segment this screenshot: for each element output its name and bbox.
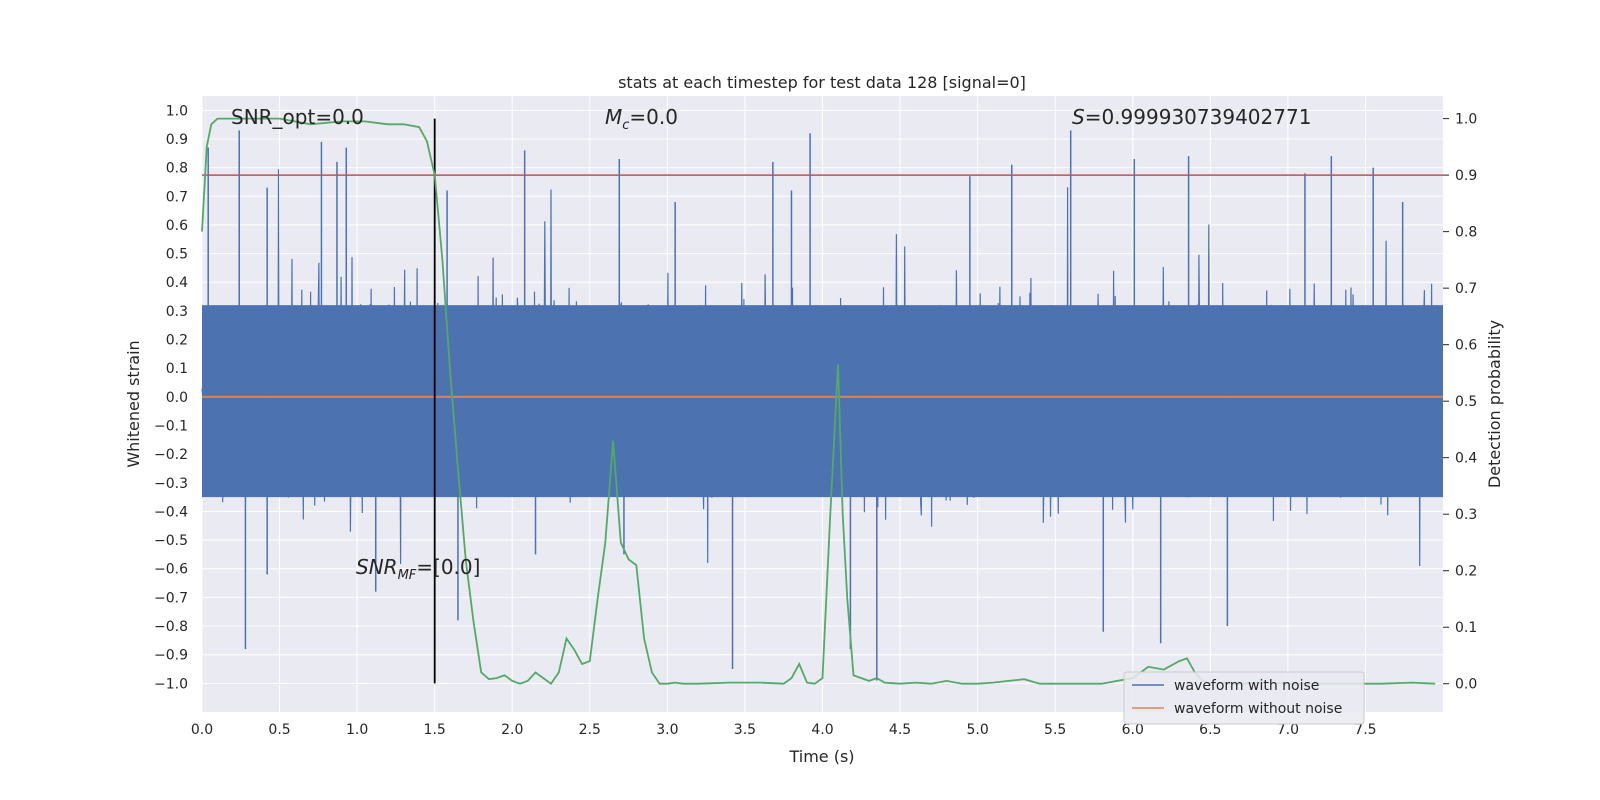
x-tick-label: 1.5 <box>424 722 446 738</box>
y-left-tick-label: −0.1 <box>154 418 188 434</box>
y-right-tick-label: 0.1 <box>1455 620 1477 636</box>
y-right-tick-label: 0.4 <box>1455 451 1477 467</box>
y-right-tick-label: 0.7 <box>1455 281 1477 297</box>
overlays <box>202 118 1443 684</box>
y-left-tick-label: −0.5 <box>154 533 188 549</box>
y-left-tick-label: 0.8 <box>166 161 188 177</box>
legend-label-clean: waveform without noise <box>1174 701 1342 717</box>
snrmf-value: =[0.0] <box>416 555 480 579</box>
y-right-tick-label: 0.9 <box>1455 168 1477 184</box>
mc-sub: c <box>622 118 629 133</box>
noise-core <box>202 305 1443 498</box>
y-left-tick-label: −0.2 <box>154 447 188 463</box>
legend: waveform with noise waveform without noi… <box>1123 671 1365 725</box>
annotation-snr-opt: SNR_opt=0.0 <box>231 105 364 129</box>
y-left-tick-label: 0.7 <box>166 189 188 205</box>
y-axis-label-left: Whitened strain <box>124 340 143 467</box>
y-left-tick-label: 0.2 <box>166 333 188 349</box>
ticks: 0.0 0.5 1.0 1.5 2.0 2.5 3.0 3.5 4.0 4.5 5.0 5.5 6.0 6… <box>154 103 1477 738</box>
y-left-tick-label: −0.7 <box>154 590 188 606</box>
x-tick-label: 2.5 <box>579 722 601 738</box>
y-left-tick-label: 0.0 <box>166 390 188 406</box>
x-tick-label: 3.5 <box>734 722 756 738</box>
x-tick-label: 4.5 <box>889 722 911 738</box>
y-left-tick-label: −1.0 <box>154 676 188 692</box>
y-axis-label-right: Detection probability <box>1485 320 1504 488</box>
annotation-snr-mf: SNRMF=[0.0] <box>356 555 480 583</box>
snrmf-sub: MF <box>398 568 417 583</box>
x-tick-label: 7.0 <box>1277 722 1299 738</box>
legend-box <box>1123 671 1365 725</box>
s-value: =0.999930739402771 <box>1085 105 1312 129</box>
y-left-tick-label: −0.6 <box>154 562 188 578</box>
x-tick-label: 7.5 <box>1354 722 1376 738</box>
y-right-tick-label: 0.6 <box>1455 338 1477 354</box>
annotation-s: S=0.999930739402771 <box>1072 105 1311 129</box>
x-tick-label: 5.0 <box>966 722 988 738</box>
y-left-tick-label: 0.1 <box>166 361 188 377</box>
y-left-tick-label: 0.6 <box>166 218 188 234</box>
y-left-tick-label: 0.9 <box>166 132 188 148</box>
x-tick-label: 6.0 <box>1122 722 1144 738</box>
legend-label-noise: waveform with noise <box>1174 678 1319 694</box>
annotation-mc: Mc=0.0 <box>605 105 678 133</box>
x-tick-label: 3.0 <box>656 722 678 738</box>
x-axis-label: Time (s) <box>788 747 854 766</box>
x-tick-label: 2.0 <box>501 722 523 738</box>
y-right-tick-label: 0.8 <box>1455 225 1477 241</box>
y-left-tick-label: 0.5 <box>166 247 188 263</box>
x-tick-label: 4.0 <box>811 722 833 738</box>
y-left-tick-label: 0.4 <box>166 275 188 291</box>
y-right-tick-label: 0.3 <box>1455 507 1477 523</box>
mc-symbol: M <box>605 105 622 129</box>
x-tick-label: 0.5 <box>268 722 290 738</box>
x-tick-label: 5.5 <box>1044 722 1066 738</box>
y-left-tick-label: 1.0 <box>166 103 188 119</box>
noise-series <box>201 130 1444 681</box>
y-right-tick-label: 0.2 <box>1455 564 1477 580</box>
y-left-tick-label: −0.4 <box>154 504 188 520</box>
x-tick-label: 6.5 <box>1199 722 1221 738</box>
y-left-tick-label: 0.3 <box>166 304 188 320</box>
x-tick-label: 1.0 <box>346 722 368 738</box>
mc-value: =0.0 <box>629 105 678 129</box>
y-left-tick-label: −0.8 <box>154 619 188 635</box>
x-tick-label: 0.0 <box>191 722 213 738</box>
y-right-tick-label: 1.0 <box>1455 112 1477 128</box>
s-symbol: S <box>1072 105 1085 129</box>
snrmf-symbol: SNR <box>356 555 398 579</box>
y-right-tick-label: 0.5 <box>1455 394 1477 410</box>
chart-title: stats at each timestep for test data 128… <box>618 73 1026 92</box>
y-right-tick-label: 0.0 <box>1455 677 1477 693</box>
y-left-tick-label: −0.3 <box>154 476 188 492</box>
y-left-tick-label: −0.9 <box>154 648 188 664</box>
